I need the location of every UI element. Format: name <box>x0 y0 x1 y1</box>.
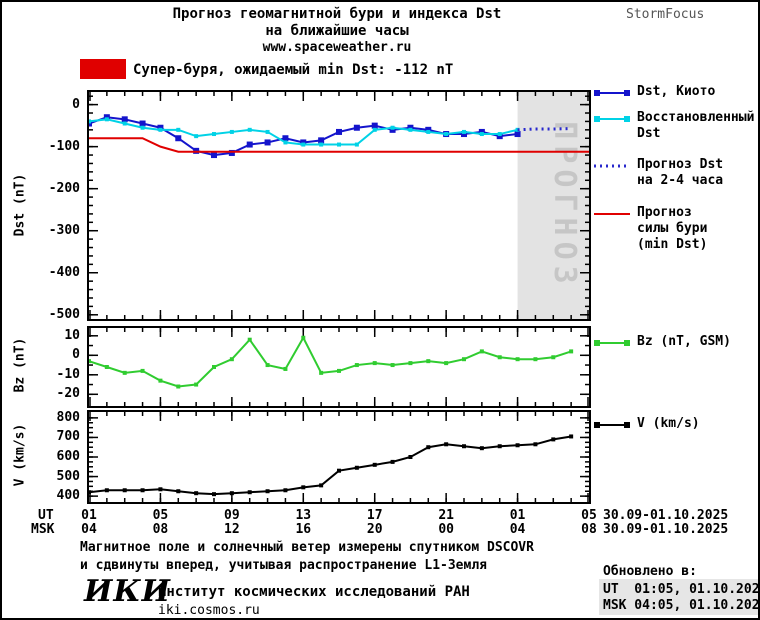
y-tick-label: 500 <box>56 468 80 484</box>
legend-storm-line2: силы бури <box>637 221 708 236</box>
legend-restored-line1: Восстановленный <box>637 110 755 125</box>
msk-row-label: MSK <box>31 522 55 537</box>
y-tick-label: 0 <box>72 347 80 363</box>
x-tick-label: 04 <box>81 522 97 537</box>
x-tick-label: 13 <box>295 508 312 523</box>
forecast-dst-legend-glyph <box>594 164 630 168</box>
x-tick-label: 04 <box>509 522 526 537</box>
ut-date-range: 30.09-01.10.2025 <box>603 508 729 523</box>
legend-restored-line2: Dst <box>637 126 661 141</box>
legend-forecast-dst: Прогноз Dst на 2-4 часа <box>594 157 723 189</box>
bz-chart-svg <box>87 326 591 408</box>
bz-axis-title: Bz (nT) <box>12 337 28 393</box>
spaceweather-link: www.spaceweather.ru <box>262 40 412 55</box>
y-tick-label: -500 <box>48 306 80 322</box>
y-tick-label: 800 <box>56 409 80 425</box>
footer-note-line1: Магнитное поле и солнечный ветер измерен… <box>80 540 534 555</box>
storm-alert-text: Супер-буря, ожидаемый min Dst: -112 nT <box>133 62 454 78</box>
legend-forecast-line2: на 2-4 часа <box>637 173 724 188</box>
dst-chart-svg: ПРОГНОЗ <box>87 90 591 321</box>
title-line1: Прогноз геомагнитной бури и индекса Dst <box>172 6 502 22</box>
legend-restored-dst: Восстановленный Dst <box>594 110 754 142</box>
x-tick-label: 01 <box>509 508 526 523</box>
legend-storm-line1: Прогноз <box>637 205 692 220</box>
msk-date-range: 30.09-01.10.2025 <box>603 522 729 537</box>
dst-kyoto-legend-glyph <box>594 90 630 96</box>
y-tick-label: -400 <box>48 264 80 280</box>
legend-label-bz: Bz (nT, GSM) <box>637 334 731 349</box>
y-tick-label: 600 <box>56 449 80 464</box>
x-tick-label: 16 <box>295 522 312 537</box>
y-tick-label: 10 <box>64 327 80 343</box>
updated-box <box>599 579 758 615</box>
legend-bz: Bz (nT, GSM) <box>594 334 731 350</box>
ut-row-label: UT <box>38 508 54 523</box>
v-chart-svg <box>87 410 591 504</box>
x-tick-label: 00 <box>438 522 454 537</box>
x-tick-label: 08 <box>581 522 597 537</box>
updated-msk: MSK 04:05, 01.10.2025 <box>603 598 760 613</box>
y-tick-label: -10 <box>56 366 80 382</box>
x-tick-label: 17 <box>366 508 383 523</box>
brand-label: StormFocus <box>626 7 705 22</box>
y-tick-label: -100 <box>48 138 80 154</box>
updated-label: Обновлено в: <box>603 564 697 579</box>
legend-storm-line3: (min Dst) <box>637 237 708 252</box>
footer-note-line2: и сдвинуты вперед, учитывая распростране… <box>80 558 487 573</box>
restored-dst-legend-glyph <box>594 116 630 122</box>
y-tick-label: -300 <box>48 222 80 238</box>
iki-logo: ИКИ <box>84 574 171 609</box>
legend-label-dst-kyoto: Dst, Киото <box>637 84 716 99</box>
x-tick-label: 20 <box>366 522 383 537</box>
legend-label-v: V (km/s) <box>637 416 700 431</box>
y-tick-label: 400 <box>56 488 80 504</box>
y-tick-label: -200 <box>48 180 80 196</box>
title-line2: на ближайшие часы <box>265 23 409 39</box>
y-tick-label: 0 <box>72 96 80 112</box>
y-tick-label: -20 <box>56 386 80 402</box>
bz-legend-glyph <box>594 340 630 346</box>
legend-label-restored: Восстановленный Dst <box>637 110 754 142</box>
legend-dst-kyoto: Dst, Киото <box>594 84 715 100</box>
v-legend-glyph <box>594 422 630 428</box>
legend-forecast-line1: Прогноз Dst <box>637 157 724 172</box>
x-tick-label: 05 <box>581 508 597 523</box>
legend-label-forecast: Прогноз Dst на 2-4 часа <box>637 157 723 189</box>
x-tick-label: 09 <box>224 508 240 523</box>
forecast-band-label: ПРОГНОЗ <box>547 121 582 289</box>
institute-name: Институт космических исследований РАН <box>158 584 470 600</box>
page-title: Прогноз геомагнитной бури и индекса Dst … <box>87 6 587 56</box>
iki-site-link: iki.cosmos.ru <box>158 603 260 618</box>
x-tick-label: 05 <box>152 508 169 523</box>
y-tick-label: 700 <box>56 429 80 445</box>
legend-v: V (km/s) <box>594 416 700 432</box>
v-axis-title: V (km/s) <box>12 423 28 487</box>
storm-force-legend-glyph <box>594 213 630 215</box>
x-tick-label: 21 <box>438 508 454 523</box>
dst-axis-title: Dst (nT) <box>12 173 28 237</box>
updated-ut: UT 01:05, 01.10.2025 <box>603 582 760 597</box>
storm-level-swatch <box>80 59 126 79</box>
x-tick-label: 08 <box>152 522 169 537</box>
x-tick-label: 01 <box>81 508 97 523</box>
legend-storm-force: Прогноз силы бури (min Dst) <box>594 205 707 253</box>
legend-label-storm-force: Прогноз силы бури (min Dst) <box>637 205 707 253</box>
x-tick-label: 12 <box>224 522 240 537</box>
